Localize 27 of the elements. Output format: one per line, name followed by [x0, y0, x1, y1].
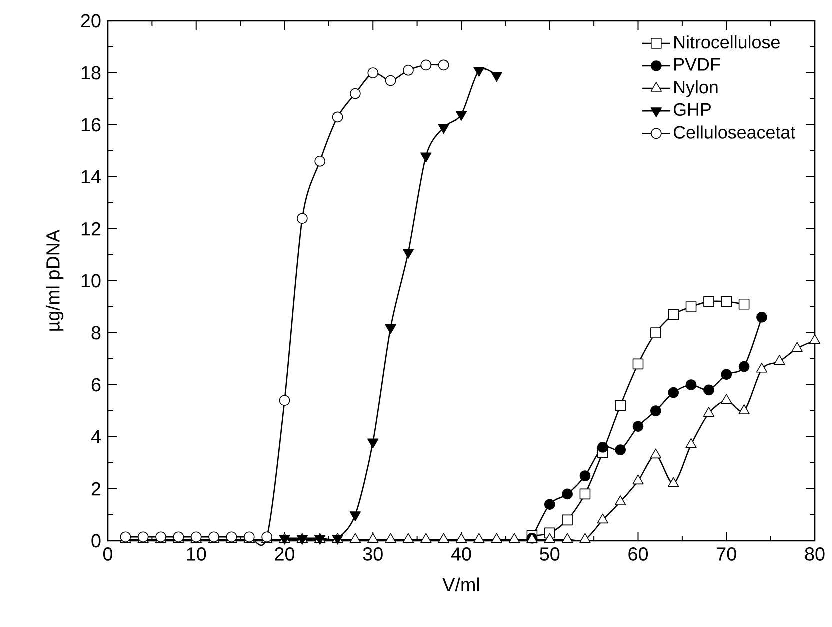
y-tick-label: 20: [81, 14, 101, 28]
y-axis-title: µg/ml pDNA: [46, 230, 64, 331]
x-tick-label: 10: [187, 548, 206, 561]
y-tick-label: 2: [92, 482, 101, 496]
y-tick-label: 6: [92, 378, 101, 392]
y-tick-label: 0: [92, 534, 101, 548]
legend-label: Nylon: [674, 80, 718, 98]
y-tick-label: 10: [82, 274, 101, 288]
x-axis-title: V/ml: [442, 578, 480, 592]
legend-label: PVDF: [674, 58, 720, 71]
y-tick-label: 4: [91, 430, 101, 444]
legend-label: Nitrocellulose: [674, 36, 780, 49]
legend-label: Celluloseacetat: [674, 126, 796, 139]
y-tick-label: 8: [92, 326, 101, 340]
y-tick-label: 16: [82, 118, 101, 132]
y-tick-label: 12: [82, 222, 101, 236]
x-tick-label: 80: [805, 548, 825, 561]
x-tick-label: 70: [717, 548, 736, 561]
x-tick-label: 60: [628, 548, 648, 561]
x-tick-label: 50: [540, 548, 560, 561]
x-tick-label: 40: [451, 548, 472, 561]
y-tick-label: 18: [82, 66, 101, 80]
x-tick-label: 30: [363, 548, 383, 561]
x-tick-label: 20: [275, 548, 295, 561]
x-tick-label: 0: [103, 548, 113, 561]
y-tick-label: 14: [82, 170, 101, 184]
legend-label: GHP: [674, 103, 711, 116]
